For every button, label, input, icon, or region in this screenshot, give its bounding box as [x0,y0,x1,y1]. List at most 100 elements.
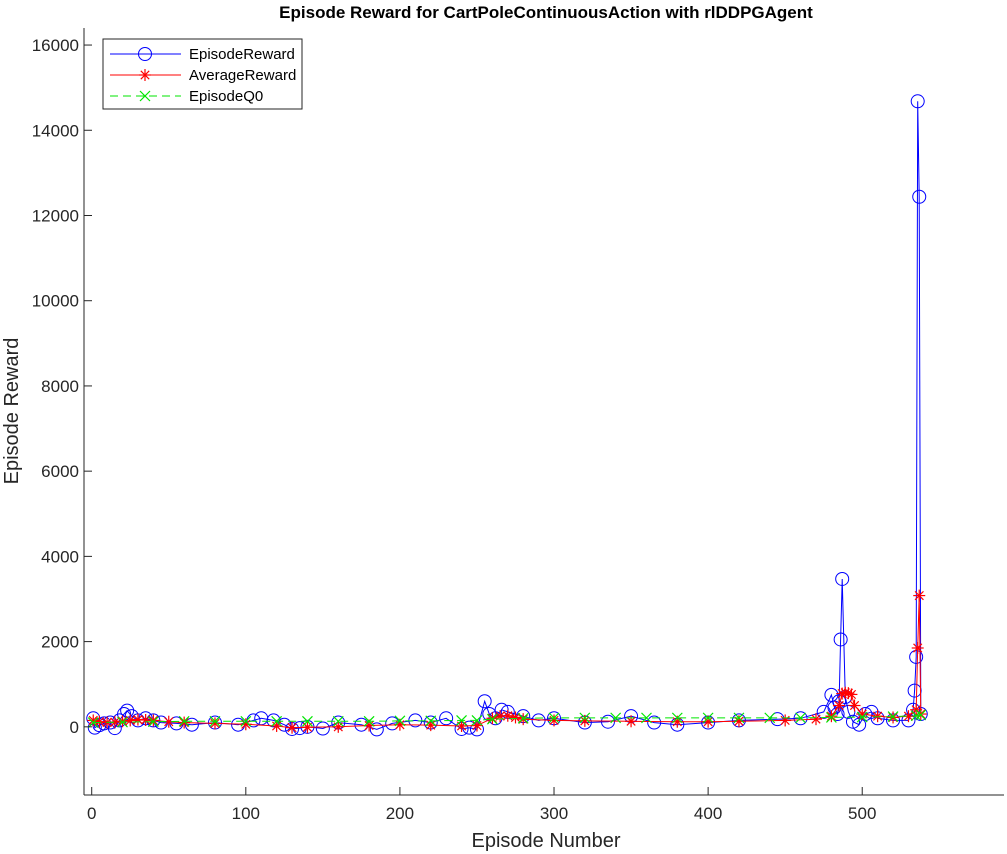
plot-series [86,94,928,737]
legend: EpisodeReward AverageReward EpisodeQ0 [102,38,303,110]
series-episodeq0-point-4 [209,715,221,727]
series-episodereward-point-52 [793,711,808,726]
series-averagereward-point-14-d2 [287,723,297,733]
series-averagereward-point-11-d2 [210,718,220,729]
series-episodeq0-point-4-d2 [209,715,221,727]
series-episodeq0-point-2 [147,716,159,728]
series-episodeq0-point-15 [517,712,529,724]
series-averagereward-point-1-d2 [94,717,105,727]
series-averagereward-point-36-d2 [834,700,844,711]
series-averagereward-point-12 [239,718,252,731]
series-episodeq0-point-20 [671,712,683,724]
series-averagereward-point-22-d2 [487,713,497,723]
series-episodeq0-point-7-d2 [302,715,313,727]
series-averagereward-point-25 [509,711,522,724]
series-episodeq0-point-29-d2 [915,709,927,721]
series-episodeq0-point-12 [456,715,467,726]
series-episodereward-point-15 [184,717,199,732]
series-averagereward-point-30-d2 [672,717,682,727]
series-averagereward-point-40-d2 [846,689,857,700]
series-episodeq0-point-28 [910,710,922,722]
series-averagereward-point-35-d2 [826,711,837,721]
series-episodeq0-point-10-d2 [394,715,406,727]
y-tick-label-16000: 16000 [32,36,79,55]
series-episodeq0-point-18-d2 [610,712,622,724]
series-averagereward-point-11 [208,717,221,730]
series-averagereward-point-36 [833,699,846,712]
series-averagereward-point-31-d2 [703,717,713,727]
series-episodeq0-point-12-d2 [456,715,467,726]
x-axis-label: Episode Number [472,830,621,852]
series-episodeq0-point-3-d2 [178,715,190,727]
series-episodeq0-point-18 [610,712,622,724]
x-tick-label-200: 200 [386,804,414,823]
series-averagereward-point-8-d2 [148,715,158,726]
legend-marker-averagereward [139,69,151,81]
y-axis-label: Episode Reward [1,338,23,485]
series-episodeq0-point-21-d2 [702,712,714,724]
legend-marker-averagereward-d2 [140,70,150,80]
series-averagereward-point-32-d2 [734,716,744,726]
series-averagereward-point-45-d2 [903,711,914,721]
series-averagereward-point-5-d2 [125,715,135,726]
series-episodeq0-point-10 [394,715,406,727]
series-averagereward-point-42-d2 [857,709,867,719]
legend-label-episodeq0: EpisodeQ0 [189,88,263,105]
series-episodeq0-point-25 [825,712,837,723]
series-averagereward-point-22 [486,712,499,725]
series-episodeq0-point-5-d2 [240,715,252,727]
series-episodereward-point-32 [439,711,454,726]
series-averagereward-point-10-d2 [179,717,189,728]
y-tick-label-2000: 2000 [41,633,79,652]
series-episodeq0-point-6-d2 [271,715,283,727]
legend-marker-episodereward [138,47,152,61]
series-averagereward-point-9-d2 [164,717,174,727]
series-episodeq0-point-11 [425,715,437,727]
series-episodereward-line [92,101,922,730]
series-episodeq0-point-19 [641,712,652,724]
series-episodeq0-point-11-d2 [425,715,437,727]
series-episodeq0-point-16-d2 [548,712,560,724]
series-episodereward-point-71 [909,649,924,664]
series-averagereward-point-4 [116,715,129,728]
series-episodeq0-point-16 [548,712,560,724]
series-averagereward-point-43-d2 [873,711,883,721]
series-averagereward-point-14 [286,721,299,734]
series-episodeq0-point-22 [733,712,745,724]
series-averagereward-point-19-d2 [426,720,436,730]
series-averagereward-point-17-d2 [364,720,374,731]
series-averagereward-point-26 [517,713,530,726]
series-averagereward-point-9 [162,715,175,728]
series-averagereward-point-48-d2 [914,590,924,601]
series-episodeq0-point-20-d2 [671,712,683,724]
series-episodeq0-point-25-d2 [825,712,837,723]
series-episodeq0-point-6 [271,715,283,727]
y-tick-label-12000: 12000 [32,206,79,225]
series-averagereward-point-47-d2 [913,643,923,653]
series-averagereward-point-34-d2 [811,714,821,724]
series-episodeq0-point-26 [856,711,868,723]
series-averagereward-point-24-d2 [503,711,513,721]
series-episodereward-point-63 [852,717,867,732]
series-episodeq0-point-1-d2 [117,716,128,728]
x-tick-label-0: 0 [87,804,96,823]
series-episodeq0-point-14 [486,713,498,725]
series-averagereward-point-25-d2 [510,712,521,723]
series-episodereward-point-62 [845,714,860,729]
series-episodereward-point-59 [835,571,850,586]
series-episodeq0-point-17 [579,712,591,724]
y-tick-label-10000: 10000 [32,292,79,311]
series-episodereward-point-28 [369,722,384,737]
series-episodeq0-point-0-d2 [87,717,99,728]
series-episodeq0-point-2-d2 [147,716,159,728]
legend-box [102,38,303,110]
series-episodeq0-point-21 [702,712,714,724]
series-episodeq0-point-3 [178,715,190,727]
y-tick-label-4000: 4000 [41,547,79,566]
series-episodeq0-point-17-d2 [579,712,591,724]
series-episodeq0-point-5 [240,715,252,727]
series-episodeq0-point-23 [764,712,776,724]
series-averagereward-point-34 [809,713,822,726]
series-episodeq0-point-29 [915,709,927,721]
legend-label-averagereward: AverageReward [189,67,296,84]
